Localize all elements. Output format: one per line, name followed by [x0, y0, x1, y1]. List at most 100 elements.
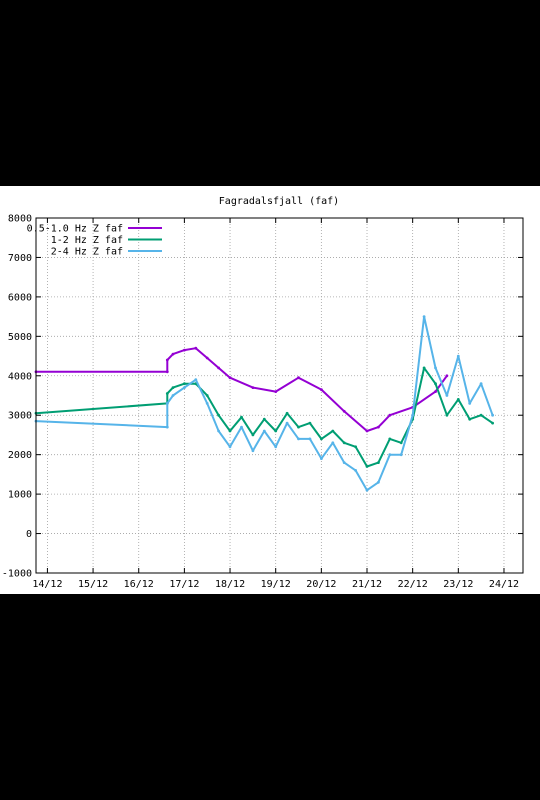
series-3-point [262, 429, 266, 433]
y-tick-label: 7000 [8, 253, 32, 264]
series-3-point [297, 437, 300, 441]
series-1-point [365, 429, 369, 433]
y-tick-label: 2000 [8, 450, 32, 461]
series-3-point [456, 354, 460, 358]
x-tick-label: 17/12 [169, 579, 199, 590]
x-tick-label: 15/12 [78, 579, 108, 590]
series-3-point [165, 402, 169, 405]
series-2-point [491, 421, 494, 425]
x-tick-label: 16/12 [124, 579, 154, 590]
series-3-point [171, 394, 175, 397]
series-2-point [445, 413, 449, 417]
series-3-point [479, 382, 483, 386]
series-3-point [434, 366, 437, 370]
series-3-point [274, 445, 278, 449]
series-1-point [228, 376, 232, 380]
series-1-point [165, 370, 169, 374]
series-2-point [331, 429, 335, 433]
series-3-point [228, 445, 232, 449]
series-3-point [377, 480, 380, 484]
series-3-point [388, 453, 392, 457]
series-1-point [251, 386, 255, 389]
series-2-point [165, 392, 169, 395]
x-tick-label: 20/12 [306, 579, 336, 590]
series-3-point [342, 461, 346, 464]
y-tick-label: 4000 [8, 371, 32, 382]
series-3-point [251, 449, 255, 453]
series-3-point [468, 402, 472, 405]
series-2-point [456, 398, 460, 401]
series-2-point [274, 429, 278, 433]
series-line-1 [36, 347, 448, 432]
series-3-point [285, 421, 289, 425]
series-2-point [468, 417, 472, 421]
series-2-point [240, 415, 243, 419]
plot-border [35, 217, 524, 574]
series-3-point [308, 437, 312, 441]
series-3-point [365, 488, 369, 492]
series-3-point [491, 413, 494, 417]
seismic-tremor-chart: -1000 0 1000 2000 3000 4000 5000 6000 7000 8000 14… [2, 196, 524, 590]
series-3-point [399, 453, 403, 457]
series-1-point [297, 376, 300, 380]
series-line-3 [35, 315, 494, 492]
series-3-point [331, 441, 335, 445]
x-tick-label: 19/12 [261, 579, 291, 590]
series-2-point [297, 425, 300, 429]
series-2-point [285, 411, 289, 415]
series-2-point [434, 382, 437, 386]
series-2-point [251, 433, 255, 437]
series-2-point [262, 417, 266, 421]
y-tick-label: -1000 [2, 569, 32, 580]
series-2-point [365, 465, 369, 468]
y-tick-label: 5000 [8, 332, 32, 343]
series-1-point [171, 352, 175, 356]
series-3-point [411, 413, 415, 417]
series-1-point [377, 425, 380, 429]
x-tick-label: 22/12 [398, 579, 428, 590]
series-2-point [320, 437, 323, 441]
series-2-point [377, 461, 380, 464]
plot-area [36, 218, 523, 573]
y-tick-label: 3000 [8, 411, 32, 422]
legend-entry-label: 1-2 Hz Z faf [51, 235, 123, 246]
series-3-point [320, 457, 323, 460]
series-1-point [434, 390, 437, 393]
series-2-point [399, 441, 403, 445]
x-tick-label: 21/12 [352, 579, 382, 590]
axes: -1000 0 1000 2000 3000 4000 5000 6000 7000 8000 14… [2, 214, 523, 590]
y-tick-label: 1000 [8, 490, 32, 501]
series-2-point [354, 445, 357, 449]
series-1-point [217, 366, 221, 370]
series-2-point [205, 394, 209, 397]
series-3-point [165, 425, 169, 429]
grid [36, 218, 523, 573]
series-2-point [422, 366, 426, 370]
series-3-point [354, 469, 357, 472]
chart-panel: -1000 0 1000 2000 3000 4000 5000 6000 7000 8000 14… [0, 186, 540, 594]
series-2-point [342, 441, 346, 445]
series-1-point [274, 390, 278, 393]
series-2-point [308, 421, 312, 425]
legend-entry-label: 2-4 Hz Z faf [51, 247, 123, 258]
series-1-point [445, 374, 449, 378]
x-tick-label: 23/12 [443, 579, 473, 590]
x-tick-label: 24/12 [489, 579, 519, 590]
series-1-point [194, 346, 198, 350]
series-3-point [205, 402, 209, 405]
series-2-point [217, 413, 221, 417]
legend-entry-label: 0.5-1.0 Hz Z faf [27, 224, 123, 235]
series-2-point [388, 437, 392, 441]
series-1-point [388, 413, 392, 417]
series-1-point [183, 348, 186, 352]
series-2-point [183, 382, 186, 386]
series-3-point [422, 315, 426, 318]
chart-title: Fagradalsfjall (faf) [219, 196, 339, 207]
x-tick-label: 14/12 [32, 579, 62, 590]
series-3-point [194, 378, 198, 382]
series-1-point [205, 356, 209, 360]
series-3-point [217, 429, 221, 433]
x-tick-label: 18/12 [215, 579, 245, 590]
series-1-point [342, 409, 346, 413]
